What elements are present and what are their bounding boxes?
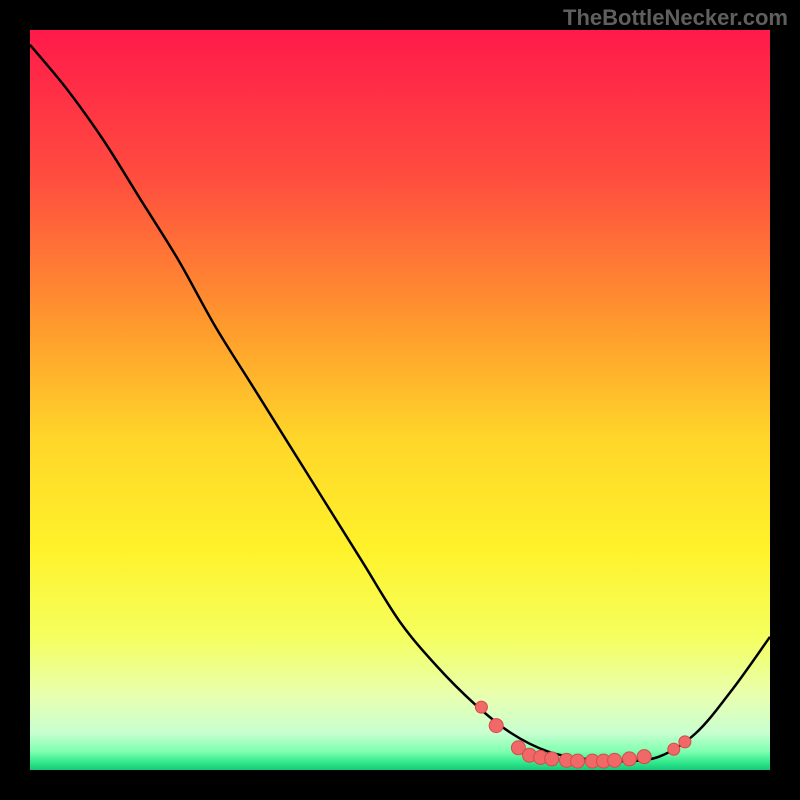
marker-point [608, 753, 622, 767]
marker-point [545, 752, 559, 766]
marker-point [489, 719, 503, 733]
marker-point [571, 754, 585, 768]
marker-point [622, 752, 636, 766]
chart-container: TheBottleNecker.com [0, 0, 800, 800]
bottleneck-chart [0, 0, 800, 800]
marker-point [637, 750, 651, 764]
plot-background [30, 30, 770, 770]
marker-point [475, 701, 487, 713]
marker-point [679, 736, 691, 748]
marker-point [668, 743, 680, 755]
attribution-text: TheBottleNecker.com [563, 5, 788, 31]
